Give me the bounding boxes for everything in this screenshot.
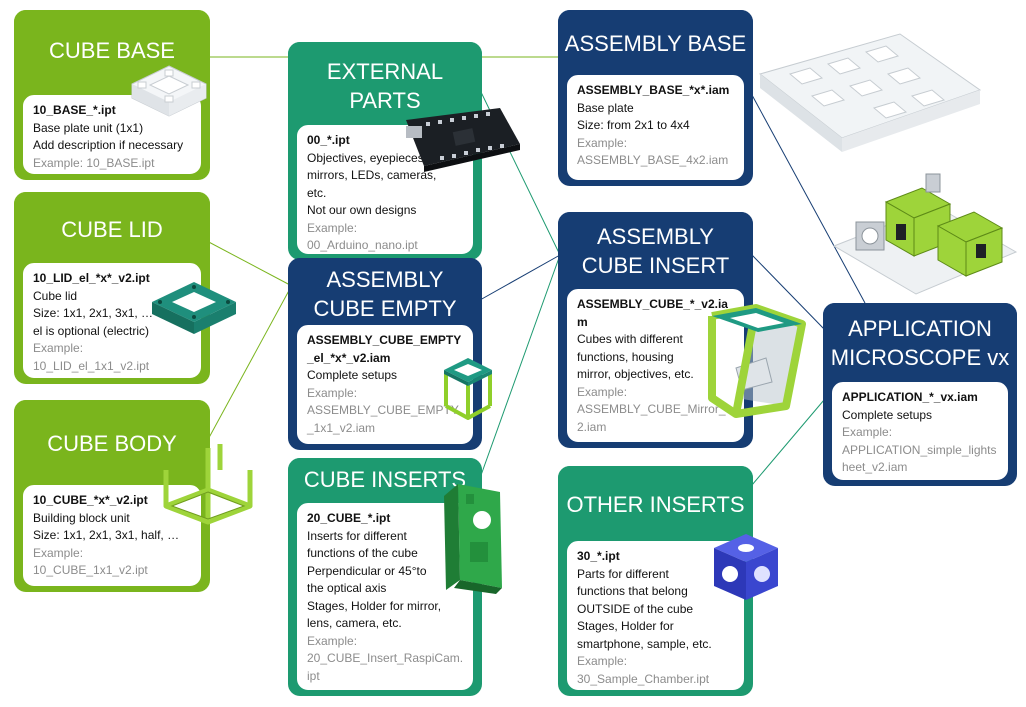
example-label: Example: [577,654,628,668]
card-application: APPLICATION MICROSCOPE vx APPLICATION_*_… [823,303,1017,486]
example-text: Example: 10_BASE.ipt [33,155,155,170]
card-other-inserts-body: 30_*.ipt Parts for different functions t… [566,540,745,691]
example-label: Example: [307,633,358,648]
description-line: Cube lid [33,288,78,303]
card-assembly-cube-insert-title: ASSEMBLY CUBE INSERT [558,212,753,290]
description-line: Parts for different [577,566,669,581]
card-assembly-base: ASSEMBLY BASE ASSEMBLY_BASE_*x*.iam Base… [558,10,753,186]
card-cube-body-title: CUBE BODY [14,400,210,486]
example-label: Example: [33,341,84,355]
description-line: lens, camera, etc. [307,616,402,630]
filename-pattern: 10_LID_el_*x*_v2.ipt [33,271,150,285]
cube-insert-illustration [444,484,502,594]
filename-pattern: 30_*.ipt [577,549,620,563]
card-assembly-cube-empty-body: ASSEMBLY_CUBE_EMPTY_el_*x*_v2.iam Comple… [296,324,474,445]
description-line: Complete setups [307,368,398,382]
example-label: Example: [842,425,893,439]
filename-pattern: ASSEMBLY_BASE_*x*.iam [577,83,730,97]
description-line: Inserts for different [307,528,407,543]
description-line: Base plate [577,100,634,115]
card-cube-inserts: CUBE INSERTS 20_CUBE_*.ipt Inserts for d… [288,458,482,696]
description-line: Complete setups [842,407,933,422]
description-line: OUTSIDE of the cube [577,601,694,616]
card-cube-lid: CUBE LID 10_LID_el_*x*_v2.ipt Cube lid S… [14,192,210,384]
description-line: mirror, objectives, etc. [577,367,694,381]
card-cube-inserts-body: 20_CUBE_*.ipt Inserts for different func… [296,502,474,691]
description-line: Cubes with different [577,332,683,346]
card-cube-inserts-title: CUBE INSERTS [288,458,482,500]
example-text: ASSEMBLY_CUBE_EMPTY_1x1_v2.iam [307,403,459,435]
filename-pattern: 10_BASE_*.ipt [33,103,116,117]
sample-chamber-illustration [714,534,778,600]
card-cube-lid-title: CUBE LID [14,192,210,266]
example-text: ASSEMBLY_BASE_4x2.iam [577,153,729,167]
description-line: Building block unit [33,510,130,525]
description-line: Stages, Holder for [577,619,674,633]
description-line: the optical axis [307,581,387,595]
filename-pattern: 20_CUBE_*.ipt [307,511,391,525]
description-line: smartphone, sample, etc. [577,636,712,651]
filename-pattern: 10_CUBE_*x*_v2.ipt [33,493,148,507]
description-line: Objectives, eyepieces, [307,150,428,165]
example-label: Example: [33,545,84,560]
card-other-inserts: OTHER INSERTS 30_*.ipt Parts for differe… [558,466,753,696]
description-line: Size: 1x1, 2x1, 3x1, … [33,306,154,320]
connector-assembly-insert-to-application [751,254,826,331]
description-line: functions that belong [577,584,688,598]
description-line: functions, housing [577,349,674,364]
description-line: Size: from 2x1 to 4x4 [577,118,690,132]
assembly-base-illustration [758,33,982,152]
filename-pattern: 00_*.ipt [307,133,350,147]
description-line: Not our own designs [307,203,417,217]
example-text: 10_CUBE_1x1_v2.ipt [33,563,148,577]
filename-pattern: ASSEMBLY_CUBE_EMPTY_el_*x*_v2.iam [307,333,462,365]
description-line: etc. [307,185,327,200]
connector-other-to-application [751,386,836,486]
example-text: 00_Arduino_nano.ipt [307,238,418,252]
connector-empty-to-assembly-insert [479,254,561,301]
description-line: mirrors, LEDs, cameras, [307,168,437,182]
example-label: Example: [307,220,358,235]
filename-pattern: ASSEMBLY_CUBE_*_v2.iam [577,297,728,329]
cube-body-illustration [163,444,253,525]
description-line: Add description if necessary [33,138,184,152]
card-assembly-cube-empty: ASSEMBLY CUBE EMPTY ASSEMBLY_CUBE_EMPTY_… [288,258,482,450]
assembly-cube-insert-illustration [708,304,806,418]
assembly-cube-empty-illustration [444,358,492,420]
example-text: 20_CUBE_Insert_RaspiCam.ipt [307,651,464,683]
base-plate-illustration [131,65,207,117]
example-label: Example: [577,135,628,150]
example-text: APPLICATION_simple_lightsheet_v2.iam [842,442,997,475]
description-line: Perpendicular or 45°to [307,563,427,578]
connector-body-to-assembly-empty [204,284,293,446]
filename-pattern: APPLICATION_*_vx.iam [842,390,978,404]
example-text: ASSEMBLY_CUBE_Mirror_v2.iam [577,402,732,434]
arduino-nano-illustration [406,108,520,172]
description-line: el is optional (electric) [33,323,150,338]
description-line: functions of the cube [307,546,418,560]
card-assembly-base-title: ASSEMBLY BASE [558,10,753,76]
card-application-title: APPLICATION MICROSCOPE vx [823,303,1017,383]
connector-assembly-base-to-application [751,94,866,304]
description-line: Base plate unit (1x1) [33,120,144,135]
card-cube-body: CUBE BODY 10_CUBE_*x*_v2.ipt Building bl… [14,400,210,592]
application-microscope-illustration [832,173,1018,295]
card-other-inserts-title: OTHER INSERTS [558,466,753,542]
example-label: Example: [577,384,628,399]
example-text: 10_LID_el_1x1_v2.ipt [33,358,150,373]
connector-lid-to-assembly-empty [204,239,291,286]
card-cube-lid-body: 10_LID_el_*x*_v2.ipt Cube lid Size: 1x1,… [22,262,202,379]
example-label: Example: [307,385,358,400]
cube-lid-illustration [152,282,236,334]
card-assembly-base-body: ASSEMBLY_BASE_*x*.iam Base plate Size: f… [566,74,745,181]
card-cube-base: CUBE BASE 10_BASE_*.ipt Base plate unit … [14,10,210,180]
description-line: Stages, Holder for mirror, [307,598,442,613]
example-text: 30_Sample_Chamber.ipt [577,671,710,686]
card-application-body: APPLICATION_*_vx.iam Complete setups Exa… [831,381,1009,481]
connector-inserts-to-assembly-insert [479,254,561,479]
description-line: Size: 1x1, 2x1, 3x1, half, … [33,528,180,542]
card-assembly-cube-empty-title: ASSEMBLY CUBE EMPTY [288,258,482,330]
